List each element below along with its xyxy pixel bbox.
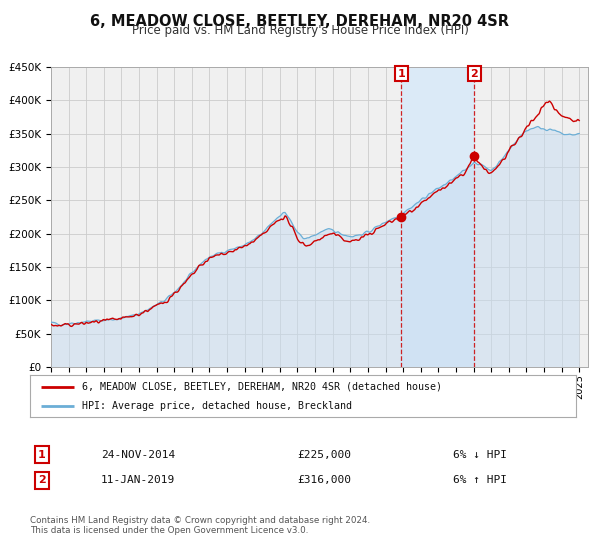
Text: 6% ↑ HPI: 6% ↑ HPI [453, 475, 507, 486]
Text: Contains HM Land Registry data © Crown copyright and database right 2024.: Contains HM Land Registry data © Crown c… [30, 516, 370, 525]
Text: This data is licensed under the Open Government Licence v3.0.: This data is licensed under the Open Gov… [30, 526, 308, 535]
Text: 1: 1 [397, 69, 405, 79]
Text: 2: 2 [38, 475, 46, 486]
Text: 6% ↓ HPI: 6% ↓ HPI [453, 450, 507, 460]
Text: £225,000: £225,000 [297, 450, 351, 460]
Text: 6, MEADOW CLOSE, BEETLEY, DEREHAM, NR20 4SR: 6, MEADOW CLOSE, BEETLEY, DEREHAM, NR20 … [91, 14, 509, 29]
Bar [401, 67, 474, 367]
Text: 11-JAN-2019: 11-JAN-2019 [101, 475, 175, 486]
Text: 1: 1 [38, 450, 46, 460]
Text: 6, MEADOW CLOSE, BEETLEY, DEREHAM, NR20 4SR (detached house): 6, MEADOW CLOSE, BEETLEY, DEREHAM, NR20 … [82, 381, 442, 391]
Text: HPI: Average price, detached house, Breckland: HPI: Average price, detached house, Brec… [82, 401, 352, 411]
Text: 24-NOV-2014: 24-NOV-2014 [101, 450, 175, 460]
Text: 2: 2 [470, 69, 478, 79]
Text: Price paid vs. HM Land Registry's House Price Index (HPI): Price paid vs. HM Land Registry's House … [131, 24, 469, 36]
Text: £316,000: £316,000 [297, 475, 351, 486]
